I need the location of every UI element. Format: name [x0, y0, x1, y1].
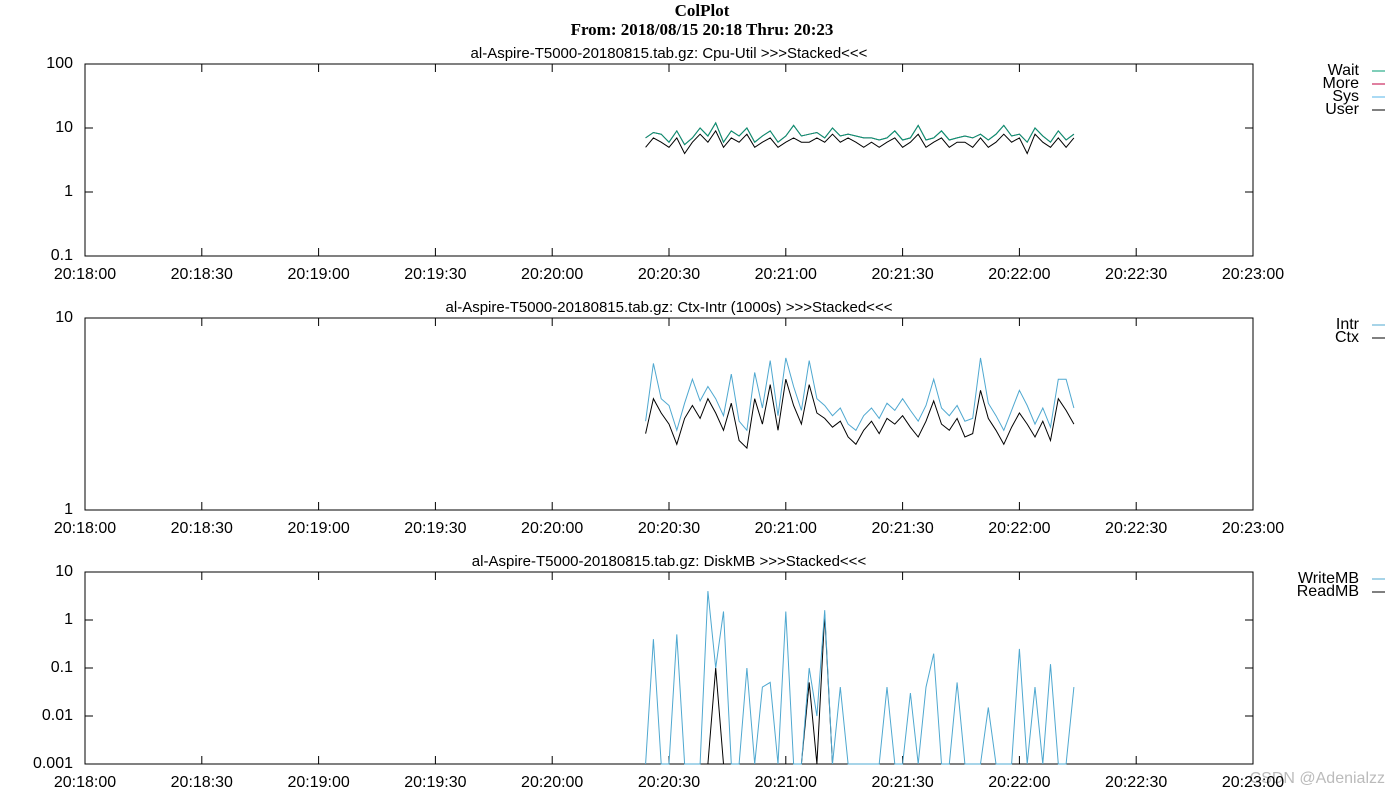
legend-label: Ctx	[1335, 329, 1359, 346]
x-tick-label: 20:18:30	[171, 774, 233, 791]
series-line	[645, 379, 1075, 450]
x-tick-label: 20:21:30	[871, 266, 933, 283]
x-tick-label: 20:20:00	[521, 774, 583, 791]
plot-title: al-Aspire-T5000-20180815.tab.gz: DiskMB …	[472, 553, 867, 570]
y-tick-label: 10	[55, 119, 73, 136]
x-tick-label: 20:19:30	[404, 266, 466, 283]
y-tick-label: 0.001	[33, 755, 73, 772]
x-tick-label: 20:20:00	[521, 266, 583, 283]
x-tick-label: 20:22:00	[988, 520, 1050, 537]
plot-title: al-Aspire-T5000-20180815.tab.gz: Cpu-Uti…	[471, 45, 868, 62]
series-line	[645, 357, 1075, 433]
x-tick-label: 20:21:00	[755, 266, 817, 283]
x-tick-label: 20:22:30	[1105, 266, 1167, 283]
x-tick-label: 20:23:00	[1222, 520, 1284, 537]
y-tick-label: 1	[64, 183, 73, 200]
x-tick-label: 20:21:00	[755, 774, 817, 791]
x-tick-label: 20:18:00	[54, 520, 116, 537]
x-tick-label: 20:22:00	[988, 774, 1050, 791]
legend-label: More	[1323, 75, 1360, 92]
x-tick-label: 20:19:00	[287, 266, 349, 283]
x-tick-label: 20:20:30	[638, 774, 700, 791]
x-tick-label: 20:20:30	[638, 520, 700, 537]
x-tick-label: 20:19:00	[287, 774, 349, 791]
plot-frame	[84, 317, 1254, 511]
y-tick-label: 0.01	[42, 707, 73, 724]
x-tick-label: 20:23:00	[1222, 266, 1284, 283]
legend-label: User	[1325, 101, 1359, 118]
title: ColPlot	[675, 1, 730, 20]
x-tick-label: 20:18:30	[171, 520, 233, 537]
y-tick-label: 0.1	[51, 247, 73, 264]
plot-frame	[84, 63, 1254, 257]
y-tick-label: 10	[55, 309, 73, 326]
y-tick-label: 100	[46, 55, 73, 72]
watermark: CSDN @Adenialzz	[1250, 770, 1385, 787]
series-line	[645, 129, 1075, 155]
x-tick-label: 20:20:30	[638, 266, 700, 283]
x-tick-label: 20:18:00	[54, 266, 116, 283]
x-tick-label: 20:22:00	[988, 266, 1050, 283]
series-line	[645, 614, 1074, 765]
y-tick-label: 10	[55, 563, 73, 580]
series-line	[645, 591, 1075, 765]
x-tick-label: 20:22:30	[1105, 774, 1167, 791]
x-tick-label: 20:20:00	[521, 520, 583, 537]
plot-frame	[84, 571, 1254, 765]
legend-label: WriteMB	[1298, 570, 1359, 587]
x-tick-label: 20:18:00	[54, 774, 116, 791]
y-tick-label: 1	[64, 611, 73, 628]
plot-title: al-Aspire-T5000-20180815.tab.gz: Ctx-Int…	[446, 299, 893, 316]
legend-label: Wait	[1328, 62, 1360, 79]
series-line	[645, 121, 1075, 146]
x-tick-label: 20:21:30	[871, 774, 933, 791]
x-tick-label: 20:19:30	[404, 520, 466, 537]
legend-label: Sys	[1332, 88, 1359, 105]
x-tick-label: 20:22:30	[1105, 520, 1167, 537]
x-tick-label: 20:21:30	[871, 520, 933, 537]
x-tick-label: 20:21:00	[755, 520, 817, 537]
x-tick-label: 20:23:00	[1222, 774, 1284, 791]
x-tick-label: 20:19:30	[404, 774, 466, 791]
legend-label: ReadMB	[1297, 583, 1359, 600]
y-tick-label: 0.1	[51, 659, 73, 676]
y-tick-label: 1	[64, 501, 73, 518]
legend-label: Intr	[1336, 316, 1360, 333]
x-tick-label: 20:19:00	[287, 520, 349, 537]
subtitle: From: 2018/08/15 20:18 Thru: 20:23	[571, 20, 834, 39]
x-tick-label: 20:18:30	[171, 266, 233, 283]
